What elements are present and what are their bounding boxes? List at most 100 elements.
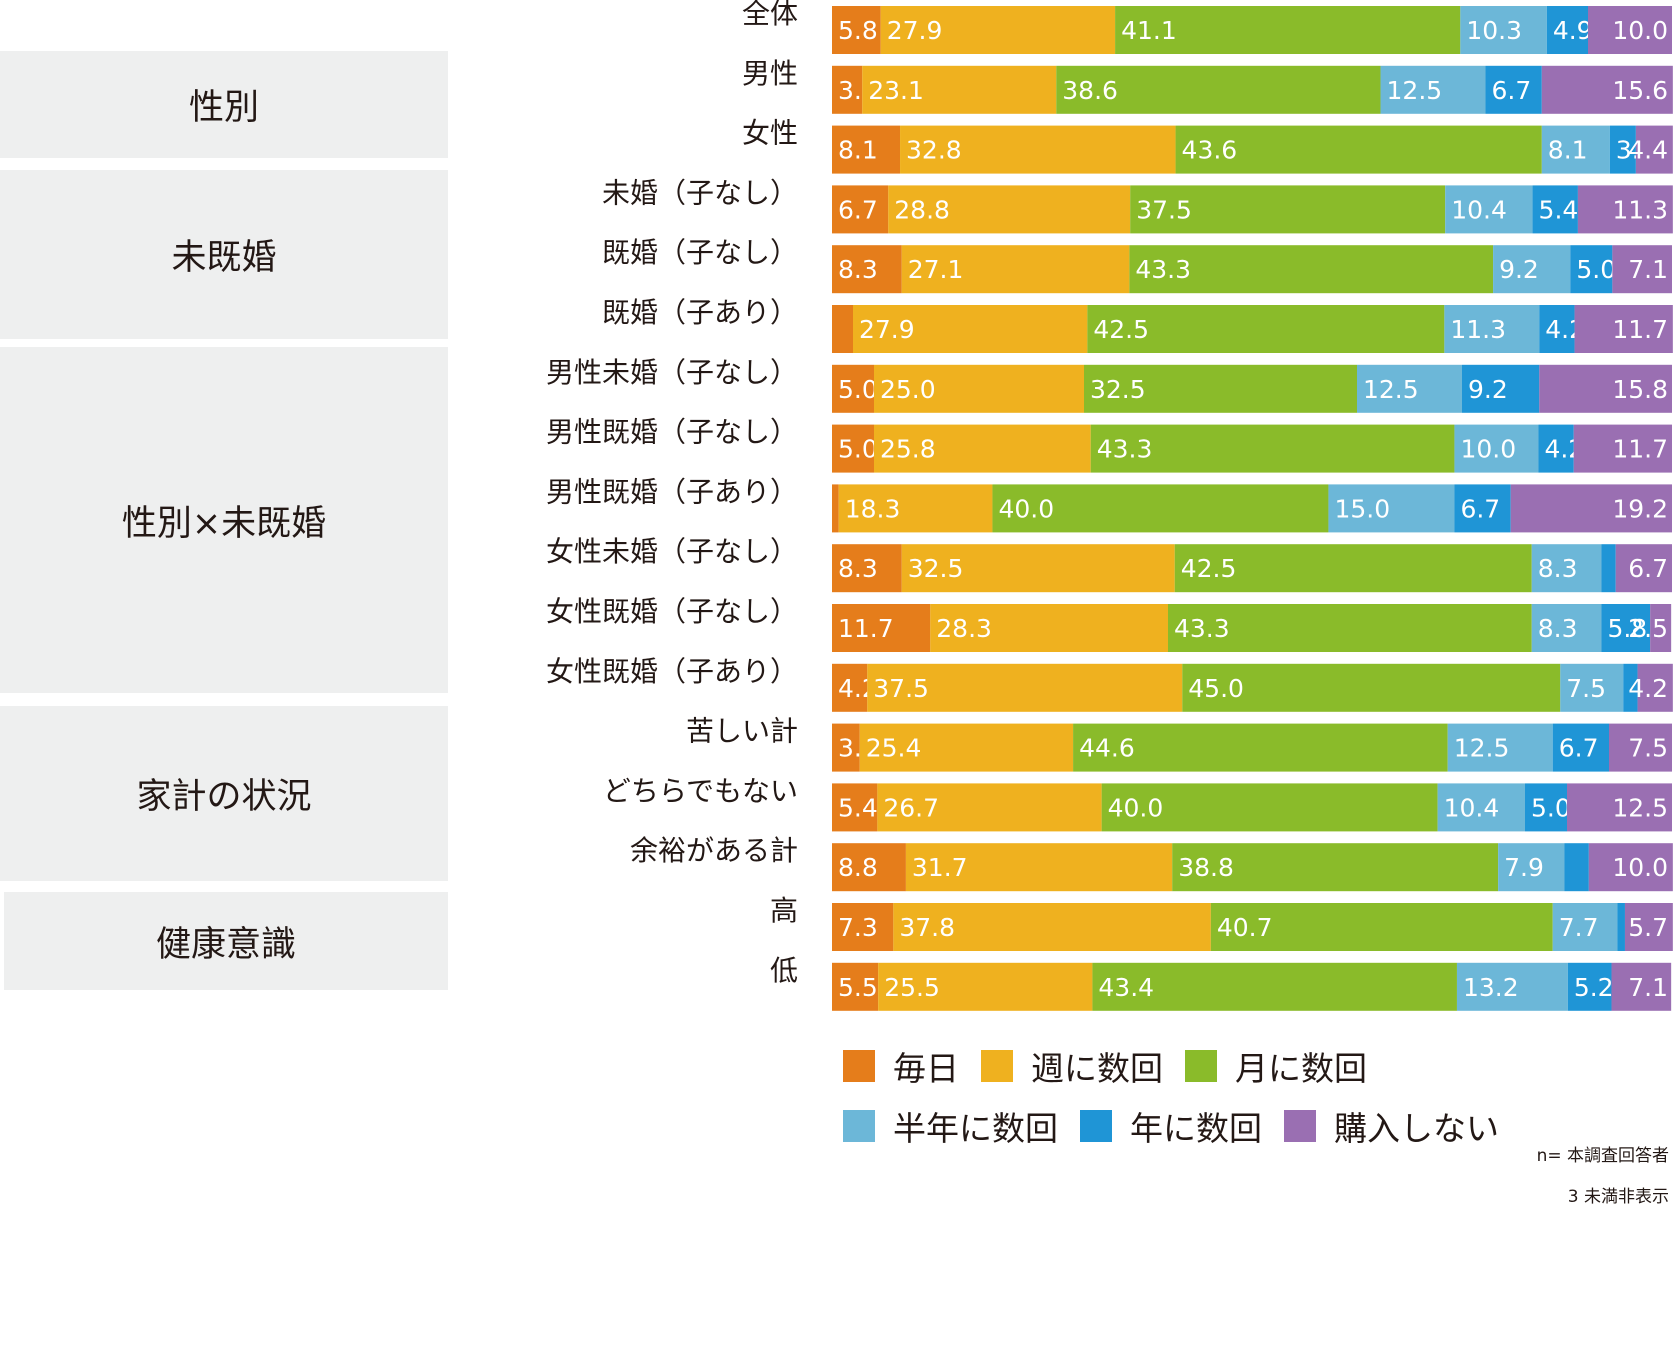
bar-segment-monthly xyxy=(1101,783,1438,832)
data-label-no-purchase: 12.5 xyxy=(1612,793,1668,822)
bar-segment-weekly xyxy=(880,6,1116,54)
data-label-yearly: 6.7 xyxy=(1559,734,1599,763)
data-label-half-yearly: 7.7 xyxy=(1559,913,1599,942)
bar-segment-no-purchase xyxy=(1615,544,1672,593)
category-label: 低 xyxy=(770,954,798,987)
bar-segment-half-yearly xyxy=(1498,843,1565,892)
data-label-no-purchase: 7.1 xyxy=(1628,255,1668,284)
legend-item-yearly: 年に数回 xyxy=(1080,1102,1262,1150)
data-label-daily: 5.4 xyxy=(838,793,878,822)
bar-segment-half-yearly xyxy=(1456,962,1568,1011)
bar-segment-half-yearly xyxy=(1560,663,1624,712)
bar-segment-daily xyxy=(832,903,894,951)
bar-segment-weekly xyxy=(838,484,993,533)
bar-segment-daily xyxy=(832,544,902,593)
legend-label-yearly: 年に数回 xyxy=(1130,1109,1262,1148)
bar-segment-half-yearly xyxy=(1447,723,1553,772)
bar-segment-weekly xyxy=(874,364,1084,413)
category-label: 余裕がある計 xyxy=(630,834,798,867)
bar-segment-no-purchase xyxy=(1510,484,1672,533)
data-label-weekly: 32.8 xyxy=(906,136,962,165)
bar-segment-daily xyxy=(832,962,879,1011)
bar-segment-no-purchase xyxy=(1635,125,1673,174)
data-label-weekly: 25.0 xyxy=(880,375,936,404)
data-label-weekly: 27.9 xyxy=(859,315,915,344)
bar-segment-yearly xyxy=(1623,663,1638,712)
data-label-monthly: 38.6 xyxy=(1062,76,1118,105)
group-label-gender: 性別 xyxy=(188,88,259,128)
data-label-weekly: 27.1 xyxy=(908,255,964,284)
bar-segment-no-purchase xyxy=(1577,185,1673,234)
data-label-daily: 5.0 xyxy=(838,375,878,404)
bar-segment-half-yearly xyxy=(1531,544,1602,593)
bar-segment-monthly xyxy=(1084,364,1357,413)
bar-segment-no-purchase xyxy=(1588,843,1673,892)
bar-segment-yearly xyxy=(1617,903,1625,951)
legend-label-monthly: 月に数回 xyxy=(1235,1049,1367,1088)
bar-segment-no-purchase xyxy=(1574,305,1673,353)
bar-segment-monthly xyxy=(1090,424,1455,473)
data-label-half-yearly: 13.2 xyxy=(1463,973,1519,1002)
bar-segment-no-purchase xyxy=(1612,245,1672,294)
bar-segment-monthly xyxy=(1115,6,1461,54)
data-label-half-yearly: 15.0 xyxy=(1334,494,1390,523)
data-label-half-yearly: 10.4 xyxy=(1444,793,1500,822)
bar-segment-daily xyxy=(832,723,860,772)
bar-segment-weekly xyxy=(900,125,1176,174)
data-label-yearly: 5.0 xyxy=(1531,793,1571,822)
data-label-monthly: 32.5 xyxy=(1090,375,1146,404)
data-label-monthly: 37.5 xyxy=(1136,195,1192,224)
bar-segment-daily xyxy=(832,484,839,533)
category-label: 男性未婚（子なし） xyxy=(546,356,798,389)
data-label-daily: 8.8 xyxy=(838,853,878,882)
group-label-health: 健康意識 xyxy=(155,924,296,965)
legend-label-half-yearly: 半年に数回 xyxy=(893,1109,1058,1148)
legend-row-1: 毎日 週に数回 月に数回 xyxy=(843,1042,1389,1090)
bar-segment-no-purchase xyxy=(1539,364,1672,413)
data-label-weekly: 37.8 xyxy=(899,913,955,942)
legend-row-2: 半年に数回 年に数回 購入しない xyxy=(843,1102,1521,1150)
data-label-monthly: 44.6 xyxy=(1079,734,1135,763)
data-label-daily: 8.3 xyxy=(838,255,878,284)
bar-segment-half-yearly xyxy=(1552,903,1618,951)
data-label-daily: 8.3 xyxy=(838,554,878,583)
data-label-monthly: 40.0 xyxy=(1108,793,1164,822)
bar-segment-yearly xyxy=(1462,364,1540,413)
data-label-no-purchase: 19.2 xyxy=(1612,494,1668,523)
category-label: 男性既婚（子あり） xyxy=(546,475,798,508)
category-label: 苦しい計 xyxy=(686,715,798,748)
bar-segment-weekly xyxy=(901,544,1175,593)
legend-label-no-purchase: 購入しない xyxy=(1334,1109,1499,1148)
data-label-daily: 5.0 xyxy=(838,435,878,464)
data-label-half-yearly: 8.1 xyxy=(1548,136,1588,165)
threshold-note: 3 未満非表示 xyxy=(1567,1187,1669,1207)
bar-segment-no-purchase xyxy=(1624,903,1673,951)
category-label: 男性既婚（子なし） xyxy=(546,416,798,449)
legend-item-monthly: 月に数回 xyxy=(1185,1042,1367,1090)
group-box-gender-marital: 性別×未既婚 xyxy=(0,347,448,693)
data-label-monthly: 41.1 xyxy=(1121,16,1177,45)
data-label-half-yearly: 12.5 xyxy=(1363,375,1419,404)
data-label-daily: 7.3 xyxy=(838,913,878,942)
bar-segment-weekly xyxy=(893,903,1211,951)
bar-segment-half-yearly xyxy=(1437,783,1525,832)
bar-segment-half-yearly xyxy=(1380,65,1486,114)
category-label: 女性未婚（子なし） xyxy=(546,535,798,568)
data-label-half-yearly: 10.3 xyxy=(1466,16,1522,45)
data-label-monthly: 43.3 xyxy=(1135,255,1191,284)
data-label-half-yearly: 7.9 xyxy=(1504,853,1544,882)
data-label-half-yearly: 8.3 xyxy=(1538,554,1578,583)
data-label-half-yearly: 10.0 xyxy=(1460,435,1516,464)
data-label-yearly: 5.8 xyxy=(1607,614,1647,643)
bar-segment-monthly xyxy=(1168,604,1532,652)
bar-segment-half-yearly xyxy=(1531,604,1602,652)
data-label-monthly: 38.8 xyxy=(1178,853,1234,882)
group-label-household: 家計の状況 xyxy=(136,777,312,817)
data-label-weekly: 23.1 xyxy=(868,76,924,105)
sample-note: n= 本調査回答者 xyxy=(1536,1146,1669,1166)
data-label-weekly: 28.3 xyxy=(936,614,992,643)
legend-swatch-weekly xyxy=(981,1050,1013,1082)
category-label: 女性 xyxy=(742,117,798,150)
data-label-weekly: 28.8 xyxy=(894,195,950,224)
data-label-no-purchase: 5.7 xyxy=(1628,913,1668,942)
